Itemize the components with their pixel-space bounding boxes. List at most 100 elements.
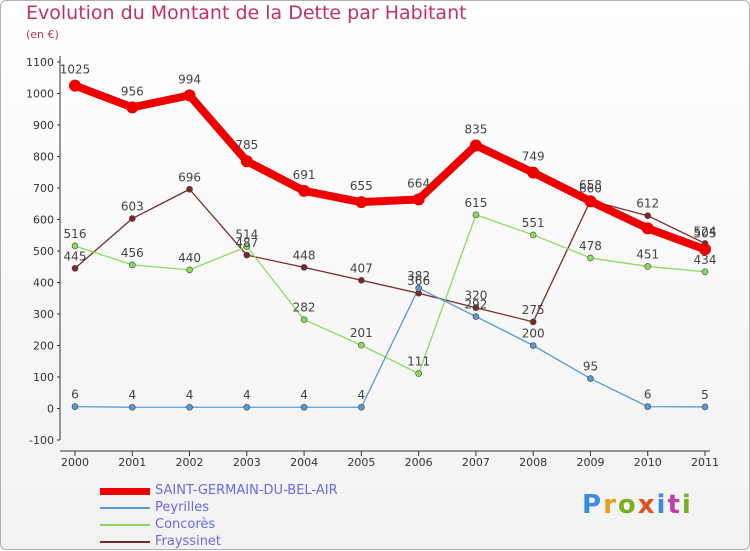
data-point xyxy=(300,403,308,411)
data-label: 200 xyxy=(522,327,545,341)
x-tick-label: 2007 xyxy=(462,456,490,469)
data-label: 4 xyxy=(300,388,308,402)
data-label: 275 xyxy=(522,303,545,317)
chart-title: Evolution du Montant de la Dette par Hab… xyxy=(26,2,467,24)
data-point xyxy=(701,403,709,411)
logo-letter: i xyxy=(656,490,668,520)
data-point xyxy=(358,341,365,349)
data-label: 201 xyxy=(350,326,373,340)
data-point xyxy=(587,375,594,382)
data-point xyxy=(300,316,308,323)
data-label: 994 xyxy=(178,72,201,86)
logo-letter: o xyxy=(617,490,638,520)
data-label: 382 xyxy=(407,269,430,283)
data-point xyxy=(128,215,136,222)
data-label: 366 xyxy=(407,274,430,288)
data-label: 5 xyxy=(701,388,709,402)
data-label: 292 xyxy=(464,298,487,312)
data-label: 505 xyxy=(694,226,717,240)
data-label: 456 xyxy=(121,246,144,260)
data-label: 612 xyxy=(636,197,659,211)
legend-swatch xyxy=(100,541,150,543)
proxiti-logo: Proxiti xyxy=(582,490,693,520)
x-tick-label: 2009 xyxy=(576,456,604,469)
legend-label: Concorès xyxy=(155,517,216,532)
y-tick-label: -100 xyxy=(29,434,54,447)
data-label: 660 xyxy=(579,182,602,196)
data-point xyxy=(298,184,311,197)
y-tick-label: 400 xyxy=(33,277,54,290)
data-label: 6 xyxy=(71,388,79,402)
data-label: 551 xyxy=(522,216,545,230)
data-point xyxy=(358,276,365,284)
legend-swatch xyxy=(100,507,150,509)
data-point xyxy=(644,263,652,270)
series-line xyxy=(74,287,706,408)
data-point xyxy=(243,251,251,259)
data-label: 282 xyxy=(293,301,316,315)
x-tick-label: 2005 xyxy=(347,456,375,469)
data-label: 696 xyxy=(178,170,201,184)
data-point xyxy=(69,79,81,92)
data-point xyxy=(529,342,537,349)
x-tick-label: 2010 xyxy=(634,456,662,469)
y-tick-label: 500 xyxy=(33,245,54,258)
data-point xyxy=(527,166,540,179)
data-label: 440 xyxy=(178,251,201,265)
data-label: 603 xyxy=(121,200,144,214)
data-label: 4 xyxy=(128,388,136,402)
data-point xyxy=(243,243,251,250)
x-tick-label: 2001 xyxy=(118,456,146,469)
y-tick-label: 700 xyxy=(33,182,54,195)
data-point xyxy=(587,254,594,262)
data-point xyxy=(183,89,196,102)
y-tick-label: 1100 xyxy=(26,56,54,69)
data-point xyxy=(701,268,709,276)
data-label: 4 xyxy=(243,388,251,402)
data-point xyxy=(186,403,193,411)
data-label: 514 xyxy=(235,228,258,242)
x-tick-label: 2003 xyxy=(233,456,261,469)
series-line xyxy=(71,81,709,254)
data-label: 1025 xyxy=(60,63,91,77)
data-label: 6 xyxy=(644,388,652,402)
x-tick-label: 2006 xyxy=(405,456,433,469)
y-tick-label: 900 xyxy=(33,119,54,132)
y-tick-label: 0 xyxy=(47,403,54,416)
data-point xyxy=(128,261,136,269)
data-point xyxy=(469,139,482,152)
data-label: 4 xyxy=(358,388,366,402)
logo-letter: P xyxy=(582,490,604,520)
data-point xyxy=(415,284,422,292)
data-point xyxy=(641,222,654,235)
data-point xyxy=(584,195,597,208)
data-label: 4 xyxy=(186,388,194,402)
y-tick-label: 1000 xyxy=(26,88,54,101)
data-label: 615 xyxy=(464,196,487,210)
data-label: 434 xyxy=(694,253,717,267)
data-point xyxy=(300,264,308,271)
data-point xyxy=(699,243,711,256)
data-label: 785 xyxy=(235,138,258,152)
data-label: 664 xyxy=(407,176,430,190)
data-label: 407 xyxy=(350,261,373,275)
x-tick-label: 2000 xyxy=(61,456,89,469)
logo-letter: i xyxy=(681,490,693,520)
data-point xyxy=(71,242,79,250)
data-label: 516 xyxy=(64,227,87,241)
data-label: 448 xyxy=(293,248,316,262)
data-point xyxy=(412,193,425,206)
data-point xyxy=(529,231,537,239)
data-point xyxy=(126,101,139,114)
data-label: 658 xyxy=(579,178,602,192)
data-point xyxy=(240,155,253,168)
data-label: 95 xyxy=(583,360,598,374)
data-point xyxy=(71,265,79,272)
data-point xyxy=(529,318,537,326)
data-point xyxy=(355,196,368,209)
data-label: 835 xyxy=(464,122,487,136)
logo-letter: x xyxy=(637,490,657,520)
data-point xyxy=(644,212,652,220)
data-point xyxy=(128,403,136,411)
legend-label: Frayssinet xyxy=(155,534,222,549)
